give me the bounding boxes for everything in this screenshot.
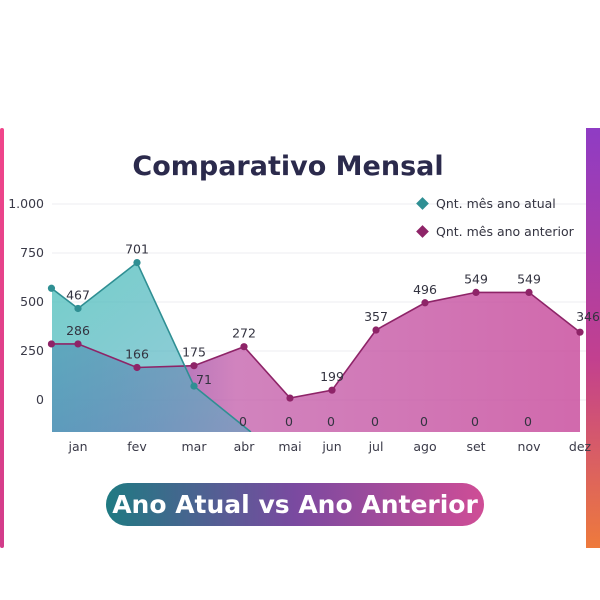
point-ano-anterior	[472, 288, 480, 296]
x-tick-label: nov	[518, 439, 542, 454]
point-ano-anterior	[286, 394, 294, 402]
data-points	[47, 259, 584, 402]
data-label-ano-atual: 701	[125, 242, 149, 257]
point-ano-atual	[190, 382, 198, 390]
data-label-ano-atual: 0	[239, 414, 247, 429]
data-label-ano-atual: 0	[371, 414, 379, 429]
point-ano-anterior	[421, 299, 429, 307]
data-label-ano-atual: 0	[471, 414, 479, 429]
x-tick-label: mar	[182, 439, 208, 454]
left-frame-edge	[0, 128, 4, 548]
x-tick-label: abr	[234, 439, 256, 454]
point-ano-anterior	[576, 328, 584, 336]
data-label-ano-anterior: 346	[576, 309, 600, 324]
x-tick-label: set	[466, 439, 485, 454]
point-ano-anterior	[74, 340, 82, 348]
data-label-ano-anterior: 175	[182, 345, 206, 360]
x-axis-ticks: jan fev mar abr mai jun jul ago set nov dez	[67, 439, 591, 454]
point-ano-anterior	[190, 362, 198, 370]
x-tick-label: mai	[278, 439, 301, 454]
point-ano-anterior	[240, 343, 248, 351]
legend-label-ano-anterior: Qnt. mês ano anterior	[436, 224, 575, 239]
banner: Ano Atual vs Ano Anterior	[106, 483, 484, 526]
data-label-ano-anterior: 166	[125, 346, 149, 361]
y-tick-label: 750	[20, 245, 44, 260]
point-ano-atual	[133, 259, 141, 267]
x-tick-label: fev	[127, 439, 147, 454]
data-label-ano-atual: 0	[524, 414, 532, 429]
data-label-ano-anterior: 286	[66, 323, 90, 338]
banner-text: Ano Atual vs Ano Anterior	[112, 490, 478, 519]
y-axis-ticks: 0 250 500 750 1.000	[8, 196, 44, 407]
point-ano-anterior	[372, 326, 380, 334]
data-labels: 467 701 71 0 0 0 0 0 0 0 286 166 175 272 199 357 496 549 5…	[66, 242, 600, 429]
area-ano-atual	[52, 262, 251, 432]
legend-label-ano-atual: Qnt. mês ano atual	[436, 196, 556, 211]
x-tick-label: dez	[569, 439, 592, 454]
x-tick-label: jan	[67, 439, 87, 454]
banner-pill	[106, 483, 484, 526]
y-tick-label: 1.000	[8, 196, 44, 211]
data-label-ano-atual: 467	[66, 287, 90, 302]
y-tick-label: 250	[20, 343, 44, 358]
data-label-ano-anterior: 357	[364, 309, 388, 324]
data-label-ano-anterior: 496	[413, 282, 437, 297]
legend: Qnt. mês ano atual Qnt. mês ano anterior	[416, 196, 575, 239]
point-ano-anterior	[328, 386, 336, 394]
data-label-ano-atual: 71	[196, 372, 212, 387]
point-ano-anterior	[133, 363, 141, 372]
data-label-ano-anterior: 549	[517, 271, 541, 286]
data-label-ano-anterior: 549	[464, 271, 488, 286]
data-label-ano-atual: 0	[327, 414, 335, 429]
data-label-ano-anterior: 199	[320, 369, 344, 384]
x-tick-label: jun	[321, 439, 341, 454]
point-ano-atual	[47, 284, 56, 292]
point-ano-anterior	[47, 340, 56, 348]
data-label-ano-atual: 0	[420, 414, 428, 429]
x-tick-label: ago	[413, 439, 436, 454]
data-label-ano-anterior: 272	[232, 326, 256, 341]
legend-marker-ano-atual	[416, 197, 429, 210]
x-tick-label: jul	[368, 439, 384, 454]
point-ano-atual	[74, 304, 82, 313]
right-frame-edge	[586, 128, 600, 548]
y-tick-label: 500	[20, 294, 44, 309]
y-tick-label: 0	[36, 392, 44, 407]
data-label-ano-atual: 0	[285, 414, 293, 429]
line-ano-anterior	[52, 291, 581, 399]
point-ano-anterior	[525, 288, 533, 296]
legend-marker-ano-anterior	[416, 225, 429, 238]
chart-title: Comparativo Mensal	[132, 151, 443, 182]
